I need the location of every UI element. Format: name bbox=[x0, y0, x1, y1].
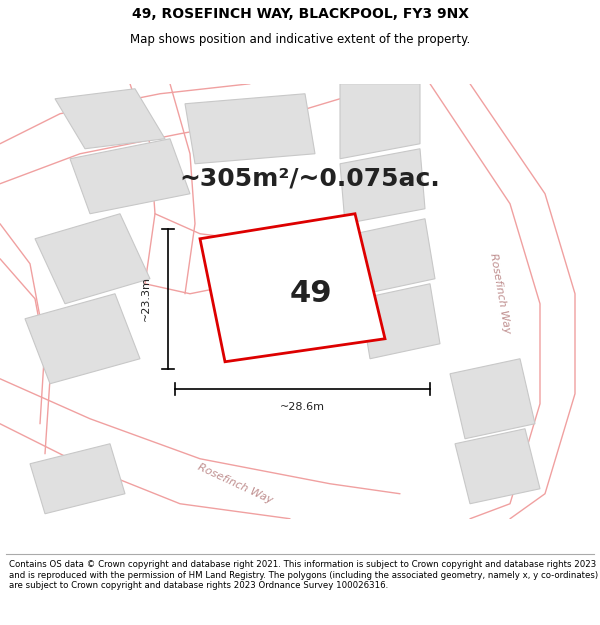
Text: Map shows position and indicative extent of the property.: Map shows position and indicative extent… bbox=[130, 34, 470, 46]
Text: ~23.3m: ~23.3m bbox=[141, 276, 151, 321]
Polygon shape bbox=[355, 219, 435, 294]
Text: 49: 49 bbox=[290, 279, 332, 308]
Text: 49, ROSEFINCH WAY, BLACKPOOL, FY3 9NX: 49, ROSEFINCH WAY, BLACKPOOL, FY3 9NX bbox=[131, 8, 469, 21]
Polygon shape bbox=[340, 84, 420, 159]
Text: ~305m²/~0.075ac.: ~305m²/~0.075ac. bbox=[179, 167, 440, 191]
Polygon shape bbox=[450, 359, 535, 439]
Text: ~28.6m: ~28.6m bbox=[280, 402, 325, 412]
Text: Contains OS data © Crown copyright and database right 2021. This information is : Contains OS data © Crown copyright and d… bbox=[9, 560, 598, 590]
Polygon shape bbox=[185, 94, 315, 164]
Polygon shape bbox=[200, 214, 385, 362]
Polygon shape bbox=[70, 139, 190, 214]
Polygon shape bbox=[55, 89, 165, 149]
Polygon shape bbox=[360, 284, 440, 359]
Polygon shape bbox=[340, 149, 425, 224]
Text: Rosefinch Way: Rosefinch Way bbox=[196, 462, 274, 506]
Polygon shape bbox=[455, 429, 540, 504]
Polygon shape bbox=[25, 294, 140, 384]
Text: Rosefinch Way: Rosefinch Way bbox=[488, 253, 512, 335]
Polygon shape bbox=[35, 214, 150, 304]
Polygon shape bbox=[30, 444, 125, 514]
